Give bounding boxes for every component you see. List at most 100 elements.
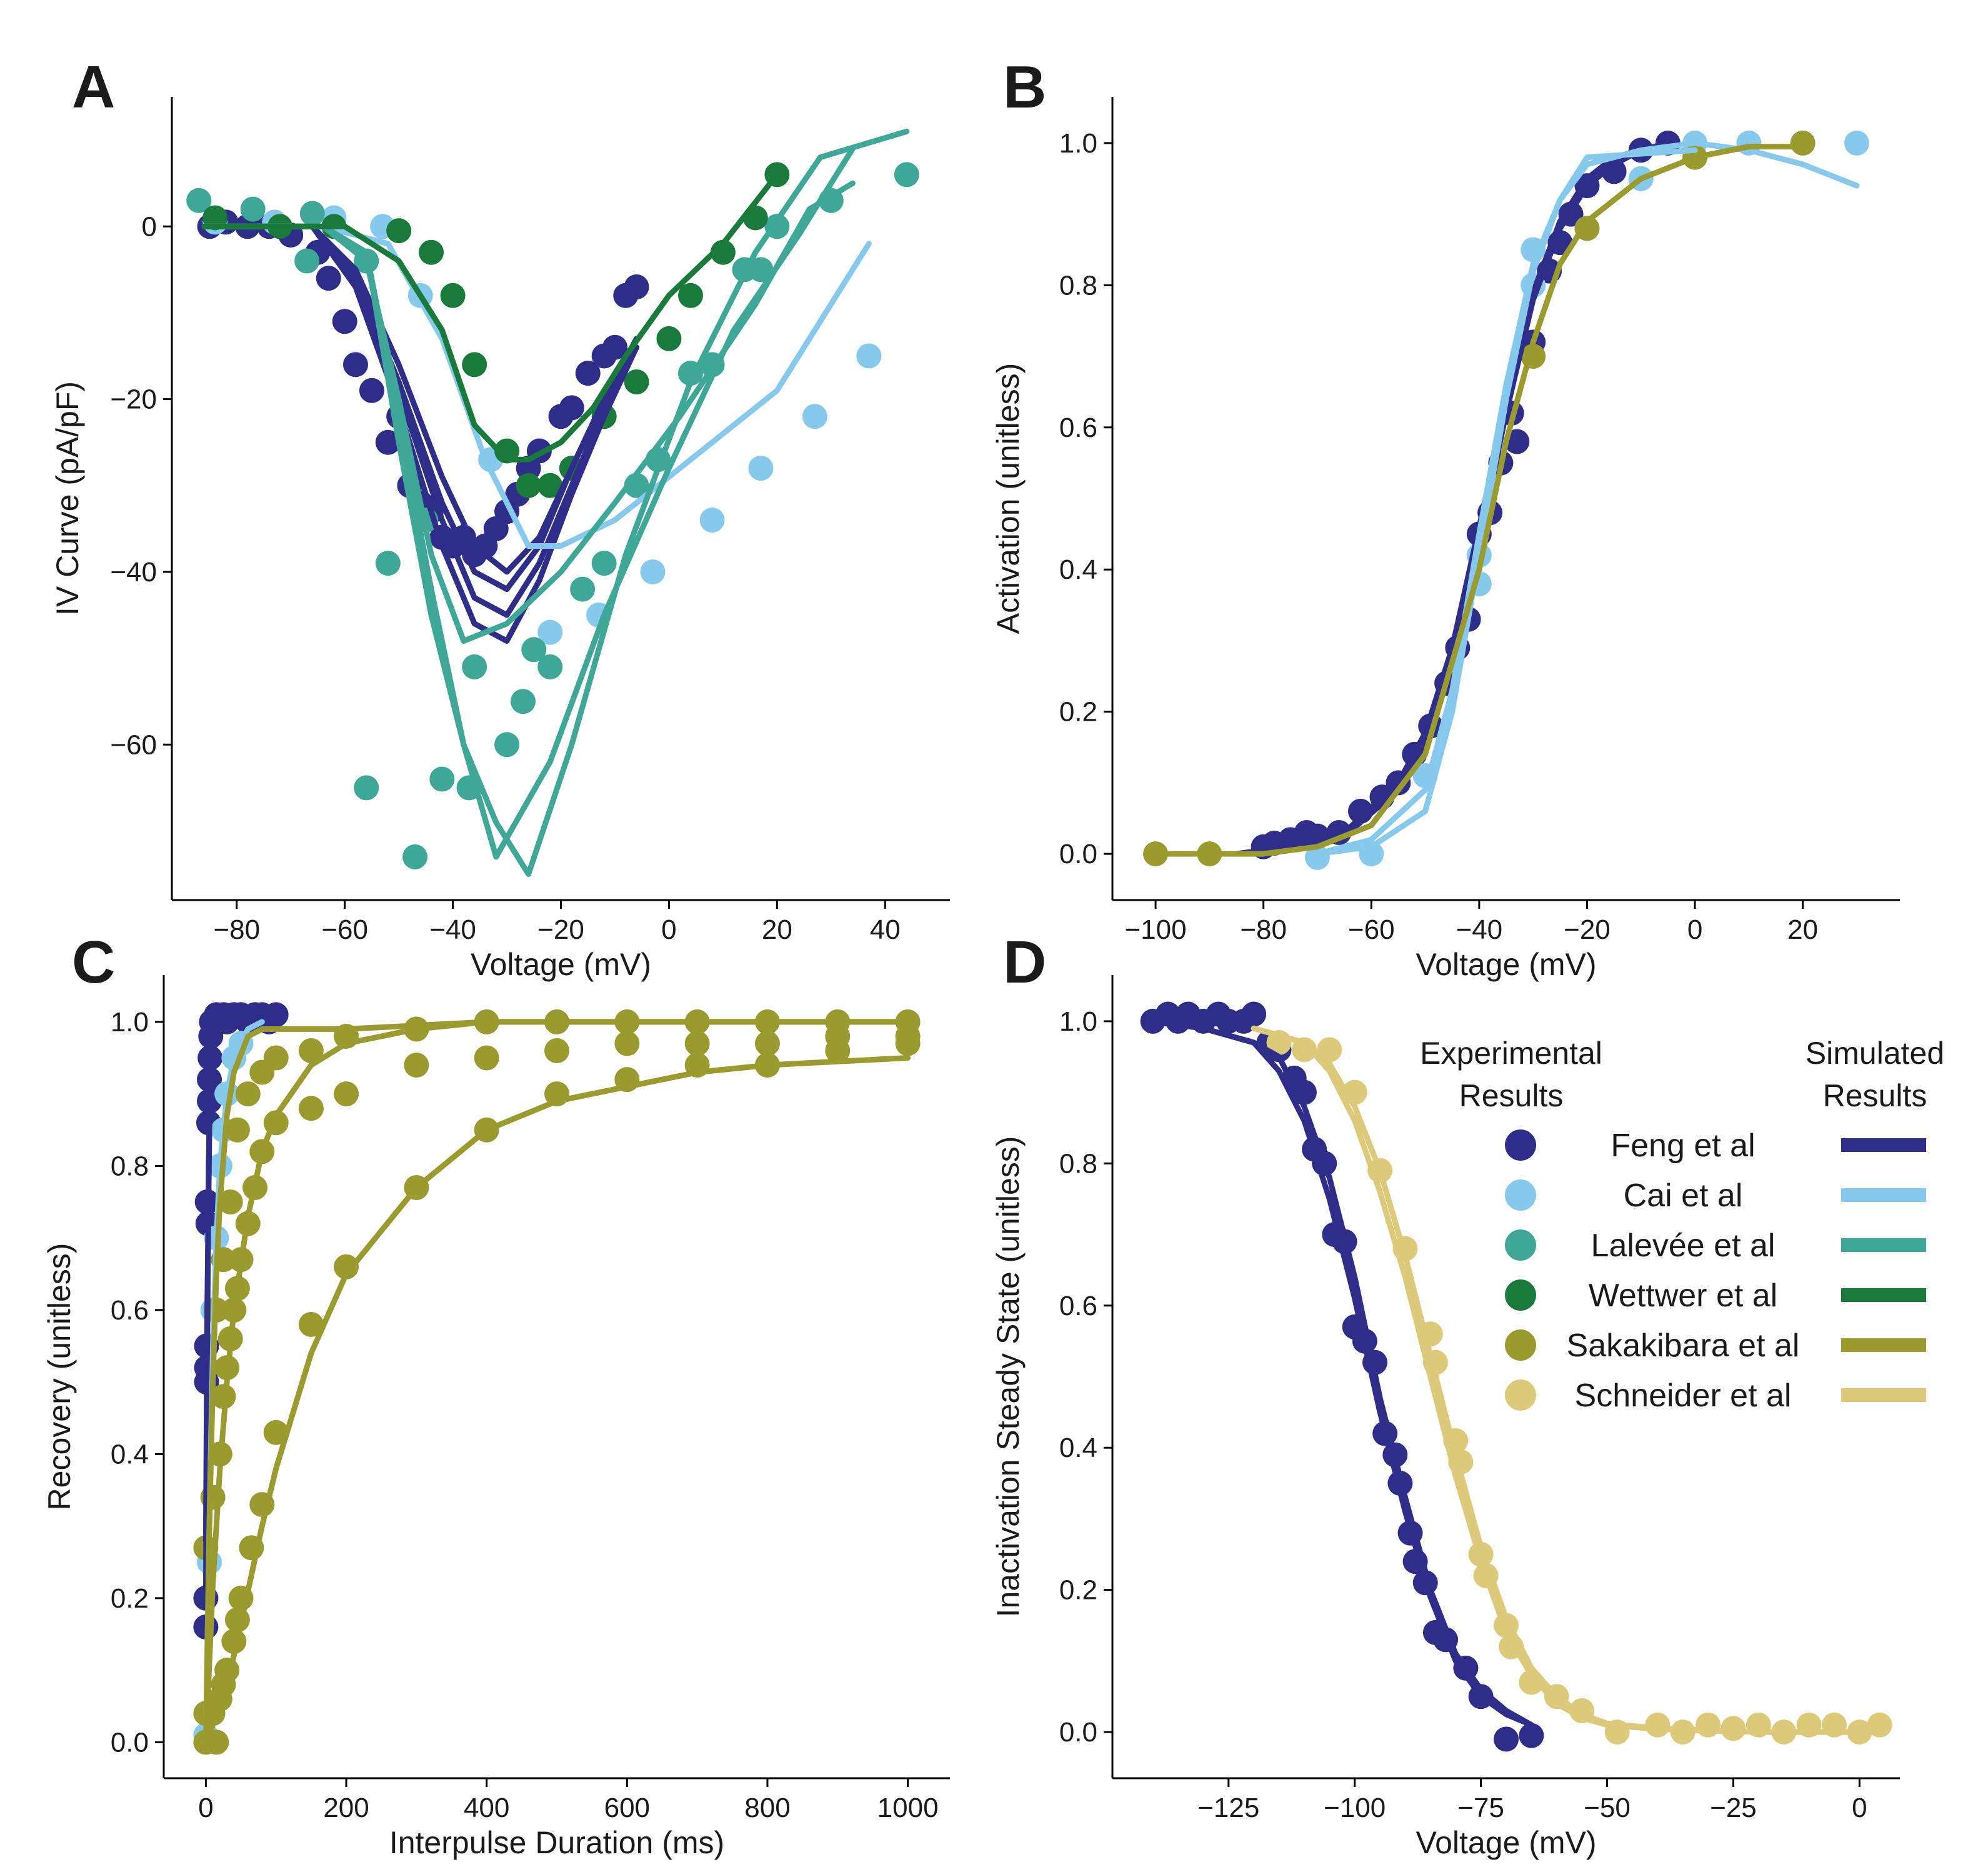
panel-d-y-tick-label: 0.0 bbox=[1059, 1717, 1097, 1748]
panel-b-x-tick-label: 20 bbox=[1787, 914, 1818, 945]
panel-d-y-axis-label: Inactivation Steady State (unitless) bbox=[991, 1136, 1026, 1618]
panel-d-y-tick-label: 0.6 bbox=[1059, 1291, 1097, 1321]
panel-a-chart: −80 −60 −40 −20 0 20 40 0 −20 −40 −60 Voltage (mV) I… bbox=[50, 97, 950, 982]
panel-a-x-axis-label: Voltage (mV) bbox=[471, 947, 651, 982]
panel-a-y-axis-label: IV Curve (pA/pF) bbox=[50, 381, 85, 616]
panel-a-lalevee-point bbox=[521, 637, 547, 663]
panel-a-cai-point bbox=[640, 559, 666, 584]
panel-d-x-tick-label: −75 bbox=[1457, 1793, 1504, 1823]
panel-d-x-tick-label: −100 bbox=[1324, 1793, 1386, 1823]
panel-b-x-tick-label: −60 bbox=[1348, 914, 1395, 945]
panel-a-lalevee-point bbox=[240, 196, 266, 222]
panel-c-sakakibara-point bbox=[334, 1254, 359, 1279]
panel-a-feng-point bbox=[602, 334, 627, 360]
panel-a-lalevee-point bbox=[494, 732, 520, 758]
panel-a-feng-point bbox=[575, 361, 601, 386]
panel-a-lalevee-point bbox=[570, 576, 596, 602]
panel-c-sakakibara-sim-line bbox=[202, 1055, 911, 1745]
panel-c-y-tick-label: 0.8 bbox=[111, 1151, 149, 1181]
panel-a-cai-point bbox=[748, 456, 774, 481]
panel-a-lalevee-point bbox=[354, 775, 379, 801]
panel-a-lalevee-point bbox=[591, 551, 617, 576]
panel-a-lalevee-point bbox=[462, 654, 487, 679]
panel-c-sakakibara-point bbox=[474, 1045, 499, 1071]
panel-d-x-tick-label: −25 bbox=[1710, 1793, 1757, 1823]
panel-a-cai-point bbox=[537, 619, 563, 645]
panel-a-x-tick-label: 0 bbox=[661, 914, 676, 945]
panel-a-wettwer-point bbox=[656, 326, 682, 351]
legend-line-feng bbox=[1841, 1138, 1926, 1152]
panel-a-feng-point bbox=[316, 266, 341, 291]
panel-a-lalevee-sim-line bbox=[201, 180, 856, 644]
panel-a-x-tick-label: −60 bbox=[321, 914, 368, 945]
legend-label-lalevee: Lalevée et al bbox=[1591, 1228, 1776, 1264]
panel-a-lalevee-point bbox=[537, 654, 563, 679]
panel-a-y-tick-label: 0 bbox=[142, 211, 157, 242]
legend-marker-cai bbox=[1505, 1179, 1536, 1211]
panel-b-y-tick-label: 1.0 bbox=[1059, 128, 1097, 159]
panel-b-y-tick-label: 0.6 bbox=[1059, 413, 1097, 443]
panel-b-x-tick-label: 0 bbox=[1687, 914, 1702, 945]
panel-a-x-tick-label: 20 bbox=[762, 914, 792, 945]
panel-a-wettwer-point bbox=[624, 369, 649, 394]
panel-a-lalevee-point bbox=[402, 844, 428, 869]
panel-a-feng-point bbox=[359, 378, 384, 403]
panel-c-x-tick-label: 1000 bbox=[877, 1793, 939, 1823]
panel-b-sakakibara-point bbox=[1790, 130, 1816, 156]
panel-b-y-tick-label: 0.4 bbox=[1059, 554, 1097, 585]
panel-c-sakakibara-point bbox=[224, 1117, 250, 1143]
panel-b-x-tick-label: −20 bbox=[1564, 914, 1611, 945]
panel-c-y-tick-label: 0.4 bbox=[111, 1439, 149, 1469]
panel-a-cai-point bbox=[856, 343, 882, 369]
legend-marker-sakakibara bbox=[1505, 1329, 1536, 1361]
panel-c-sakakibara-point bbox=[235, 1081, 261, 1107]
panel-d-y-tick-label: 0.2 bbox=[1059, 1575, 1097, 1606]
panel-d-x-tick-label: 0 bbox=[1852, 1793, 1867, 1823]
panel-a-lalevee-point bbox=[894, 162, 919, 188]
panel-d-schneider-point bbox=[1696, 1712, 1721, 1738]
panel-c-sakakibara-point bbox=[404, 1053, 429, 1078]
panel-a-lalevee-sim-line bbox=[201, 146, 856, 860]
panel-b-cai-point bbox=[1844, 130, 1869, 156]
panel-a-wettwer-point bbox=[386, 218, 412, 244]
panel-a-lalevee-point bbox=[510, 689, 536, 714]
panel-a-wettwer-point bbox=[516, 473, 541, 498]
panel-label-d: D bbox=[1003, 929, 1046, 996]
panel-label-b: B bbox=[1003, 54, 1046, 121]
panel-d-y-tick-label: 0.8 bbox=[1059, 1148, 1097, 1179]
panel-c-y-axis-label: Recovery (unitless) bbox=[42, 1243, 77, 1511]
panel-b-y-axis-label: Activation (unitless) bbox=[991, 363, 1026, 634]
legend-label-sakakibara: Sakakibara et al bbox=[1567, 1328, 1800, 1364]
panel-c-chart: 0 200 400 600 800 1000 0.0 0.2 0.4 0.6 0.8 1.0 Inter… bbox=[42, 975, 950, 1860]
panel-b-chart: −100 −80 −60 −40 −20 0 20 0.0 0.2 0.4 0.6 0.8 1.0 Vol… bbox=[991, 97, 1900, 982]
panel-a-lalevee-point bbox=[294, 248, 320, 274]
panel-d-x-tick-label: −50 bbox=[1584, 1793, 1631, 1823]
panel-a-lalevee-point bbox=[748, 257, 774, 283]
panel-c-y-tick-label: 0.0 bbox=[111, 1727, 149, 1758]
legend-exp-header-1: Experimental bbox=[1420, 1036, 1602, 1071]
panel-a-lalevee-point bbox=[429, 766, 455, 792]
legend-line-schneider bbox=[1841, 1388, 1926, 1402]
legend-label-schneider: Schneider et al bbox=[1575, 1378, 1792, 1414]
panel-a-feng-sim-line bbox=[201, 223, 639, 644]
panel-a-wettwer-point bbox=[462, 352, 487, 378]
panel-a-cai-sim-line bbox=[201, 223, 872, 549]
panel-c-feng-sim-line bbox=[202, 1015, 279, 1544]
legend-line-lalevee bbox=[1841, 1238, 1926, 1252]
panel-d-feng-point bbox=[1241, 1001, 1267, 1027]
panel-a-lalevee-point bbox=[186, 188, 212, 213]
panel-a-wettwer-point bbox=[440, 283, 466, 308]
panel-a-wettwer-point bbox=[537, 473, 563, 498]
panel-d-feng-sim-line bbox=[1150, 1018, 1534, 1728]
panel-c-y-tick-label: 1.0 bbox=[111, 1007, 149, 1038]
legend-marker-lalevee bbox=[1505, 1229, 1536, 1261]
panel-b-x-axis-label: Voltage (mV) bbox=[1416, 947, 1596, 982]
legend-marker-schneider bbox=[1505, 1379, 1536, 1411]
panel-a-cai-point bbox=[699, 508, 725, 533]
panel-b-cai-sim-line bbox=[1314, 147, 1698, 857]
panel-a-x-tick-label: −40 bbox=[429, 914, 476, 945]
panel-b-x-tick-label: −80 bbox=[1240, 914, 1287, 945]
panel-c-x-tick-label: 800 bbox=[744, 1793, 790, 1823]
